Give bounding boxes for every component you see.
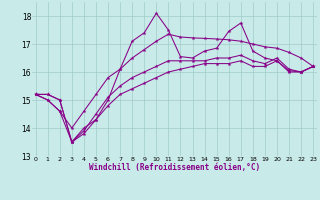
X-axis label: Windchill (Refroidissement éolien,°C): Windchill (Refroidissement éolien,°C) [89, 163, 260, 172]
